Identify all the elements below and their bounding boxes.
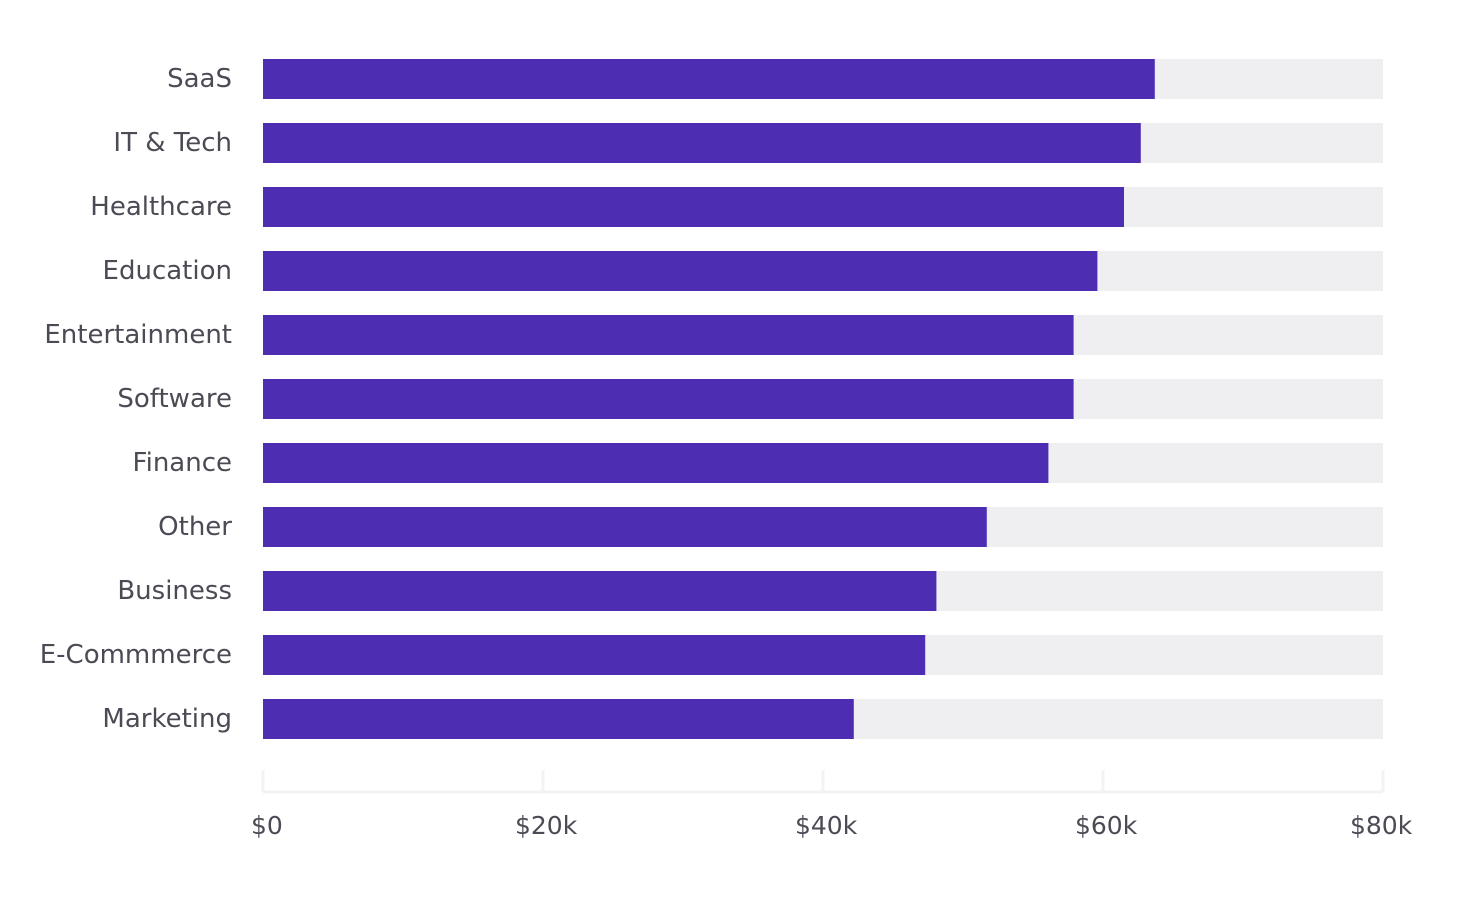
category-label: Software — [117, 384, 232, 414]
x-axis: $0 $20k $40k $60k $80k — [251, 770, 1413, 840]
category-labels: SaaS IT & Tech Healthcare Education Entertai… — [40, 64, 233, 734]
bar — [263, 443, 1049, 483]
x-tick-label: $80k — [1350, 811, 1413, 840]
bar — [263, 507, 987, 547]
x-tick-label: $60k — [1075, 811, 1138, 840]
category-label: Business — [117, 576, 232, 606]
bar — [263, 699, 854, 739]
category-label: IT & Tech — [113, 128, 232, 158]
x-tick-label: $20k — [515, 811, 578, 840]
bar — [263, 379, 1074, 419]
category-label: Marketing — [102, 704, 232, 734]
category-label: Other — [158, 512, 232, 542]
bar — [263, 59, 1155, 99]
category-label: Entertainment — [44, 320, 232, 350]
x-tick-label: $0 — [251, 811, 283, 840]
x-tick-label: $40k — [795, 811, 858, 840]
bar — [263, 187, 1124, 227]
category-label: SaaS — [167, 64, 232, 94]
bar — [263, 251, 1098, 291]
category-label: E-Commmerce — [40, 640, 232, 670]
bar — [263, 571, 937, 611]
category-label: Finance — [133, 448, 232, 478]
category-label: Healthcare — [90, 192, 232, 222]
bar — [263, 315, 1074, 355]
bar — [263, 635, 926, 675]
bars — [263, 59, 1155, 739]
bar — [263, 123, 1141, 163]
category-label: Education — [103, 256, 232, 286]
